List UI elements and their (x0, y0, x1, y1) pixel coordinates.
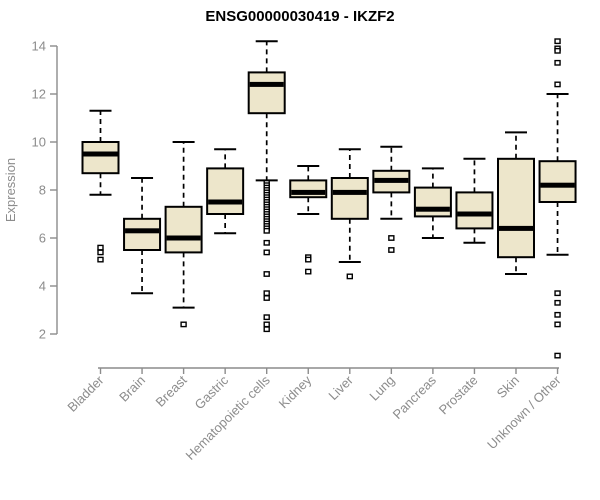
outlier-point (263, 290, 270, 297)
y-tick-label: 12 (32, 87, 46, 102)
outlier-point (263, 249, 270, 256)
y-tick-label: 6 (39, 231, 46, 246)
outlier-point (180, 321, 187, 328)
outlier-point (554, 290, 561, 297)
box (497, 157, 535, 259)
median (499, 225, 533, 231)
outlier-point (554, 311, 561, 318)
x-tick-label: Skin (494, 373, 522, 401)
outlier-point (263, 295, 270, 301)
median (332, 189, 367, 195)
outlier-point (97, 244, 104, 251)
y-axis-title: Expression (3, 158, 18, 222)
y-tick-label: 10 (32, 135, 46, 150)
median (125, 228, 160, 234)
x-tick-label: Gastric (192, 372, 232, 412)
outlier-point (263, 314, 270, 321)
chart-title: ENSG00000030419 - IKZF2 (205, 8, 394, 25)
outlier-point (263, 239, 270, 246)
outlier-point (554, 81, 561, 88)
outlier-point (263, 321, 270, 328)
x-tick-label: Pancreas (390, 372, 440, 422)
box (123, 217, 162, 252)
box (538, 160, 577, 203)
box (330, 177, 369, 220)
box (247, 71, 286, 115)
outlier-point (554, 38, 561, 45)
outlier-point (554, 47, 561, 54)
outlier-point (388, 235, 395, 241)
box (413, 186, 452, 218)
outlier-point (305, 268, 312, 275)
outlier-point (554, 352, 561, 359)
median (83, 151, 118, 157)
box (455, 191, 494, 230)
x-tick-label: Prostate (436, 373, 481, 418)
x-tick-label: Bladder (64, 372, 107, 415)
outlier-point (554, 59, 561, 66)
median (374, 177, 409, 183)
y-tick-label: 4 (39, 279, 46, 294)
outlier-point (305, 256, 312, 263)
x-tick-label: Liver (325, 372, 356, 403)
median (291, 189, 326, 195)
y-tick-label: 2 (39, 327, 46, 342)
x-tick-label: Unknown / Other (484, 372, 564, 452)
outlier-point (97, 256, 104, 263)
median (249, 81, 284, 87)
outlier-point (263, 326, 270, 333)
median (415, 206, 450, 212)
median (166, 235, 201, 241)
y-tick-label: 8 (39, 183, 46, 198)
outlier-point (554, 321, 561, 328)
median (457, 211, 492, 217)
outlier-point (554, 299, 561, 306)
x-tick-label: Brain (116, 373, 148, 405)
box (81, 141, 120, 175)
median (208, 199, 243, 205)
outlier-point (388, 247, 395, 253)
x-tick-label: Breast (153, 372, 190, 409)
outlier-point (263, 271, 270, 277)
outlier-point (346, 273, 353, 280)
outlier-point (97, 249, 104, 256)
median (540, 182, 575, 188)
outlier-point (263, 227, 270, 234)
x-tick-label: Kidney (276, 372, 315, 411)
x-tick-label: Lung (366, 373, 397, 404)
y-tick-label: 14 (32, 39, 46, 54)
box (164, 205, 203, 254)
box (206, 167, 245, 215)
